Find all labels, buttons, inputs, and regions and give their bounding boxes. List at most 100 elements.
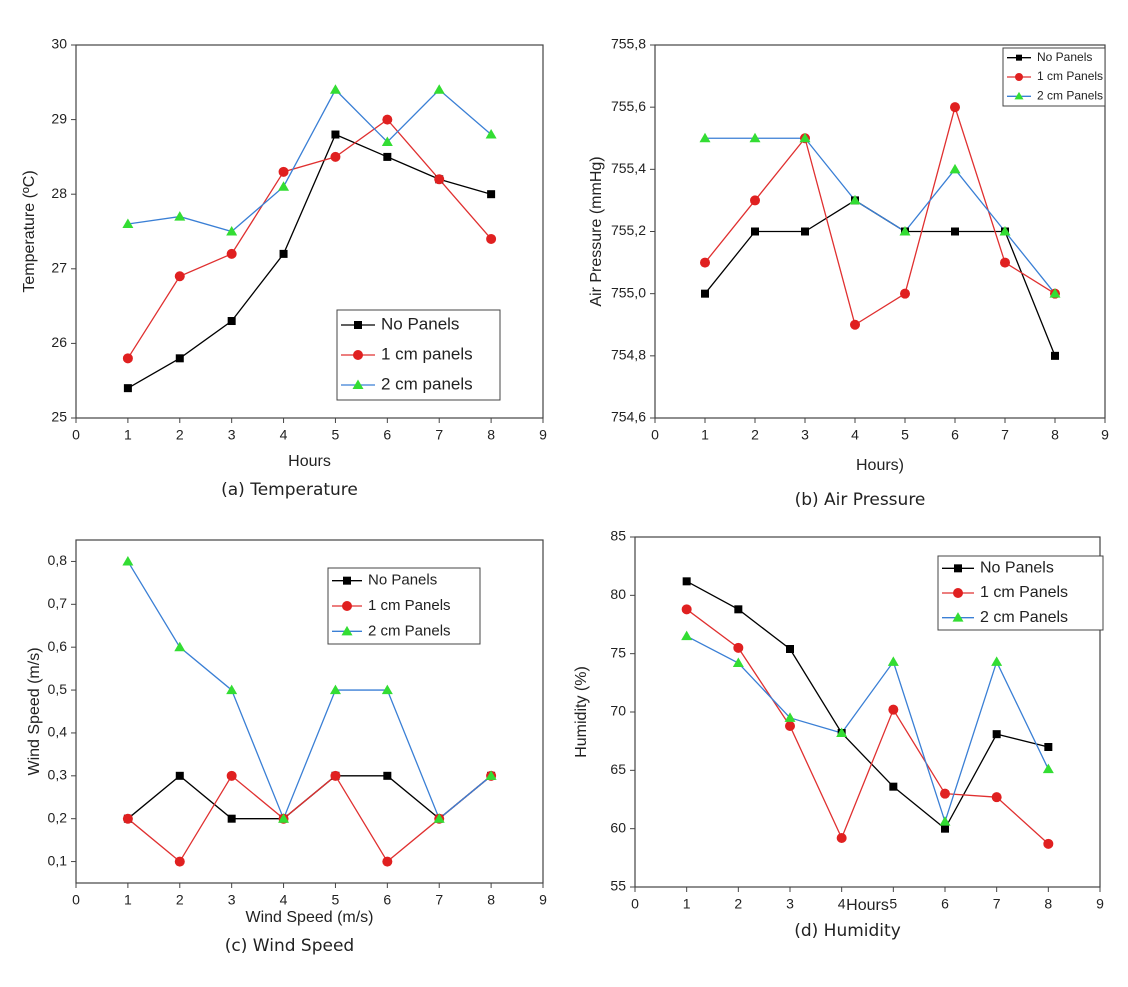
y-tick-label: 29 xyxy=(51,110,67,126)
legend-label: 2 cm Panels xyxy=(368,622,451,639)
marker xyxy=(175,771,184,780)
x-tick-label: 1 xyxy=(683,896,691,912)
marker xyxy=(1016,54,1022,61)
marker xyxy=(279,249,288,258)
x-axis-title: Hours xyxy=(846,897,889,914)
x-tick-label: 9 xyxy=(1096,896,1104,912)
marker xyxy=(734,605,743,614)
marker xyxy=(383,152,392,161)
x-tick-label: 2 xyxy=(176,892,184,908)
plot-frame xyxy=(75,539,544,884)
marker xyxy=(801,227,809,236)
y-tick-label: 0,6 xyxy=(48,638,68,654)
marker xyxy=(849,194,861,205)
x-tick-label: 7 xyxy=(1001,427,1009,443)
x-tick-label: 8 xyxy=(487,427,495,443)
x-axis-title: Wind Speed (m/s) xyxy=(245,909,373,926)
marker xyxy=(799,132,811,143)
x-tick-label: 9 xyxy=(539,427,547,443)
legend-label: 1 cm panels xyxy=(381,344,473,363)
marker xyxy=(899,226,911,236)
chart-panel: 0 1 2 3 4 5 6 7 8 9 754,6 754,8 755,0 755,2 755,4 755,6… xyxy=(588,36,1109,510)
marker xyxy=(354,321,362,329)
marker xyxy=(699,132,711,143)
y-tick-label: 755,2 xyxy=(611,222,646,238)
marker xyxy=(836,833,847,843)
marker xyxy=(329,684,341,695)
caption: (d) Humidity xyxy=(794,921,901,941)
marker xyxy=(900,288,910,299)
series-line xyxy=(705,137,1056,295)
series-line xyxy=(127,133,492,389)
series-line xyxy=(686,635,1049,824)
x-tick-label: 9 xyxy=(539,892,547,908)
marker xyxy=(850,319,860,330)
marker xyxy=(227,317,236,326)
marker xyxy=(226,248,237,259)
marker xyxy=(278,166,289,177)
marker xyxy=(226,226,238,236)
legend-label: 2 cm panels xyxy=(381,374,473,393)
x-tick-label: 4 xyxy=(280,427,288,443)
x-tick-label: 6 xyxy=(951,427,959,443)
x-tick-label: 9 xyxy=(1101,427,1109,443)
marker xyxy=(278,181,290,191)
y-axis-title: Wind Speed (m/s) xyxy=(26,647,43,775)
marker xyxy=(1014,91,1024,100)
marker xyxy=(700,257,710,268)
legend-label: No Panels xyxy=(980,560,1054,577)
marker xyxy=(750,195,760,206)
series-line xyxy=(127,561,492,821)
y-tick-label: 755,0 xyxy=(611,284,646,300)
series-line xyxy=(686,580,1049,830)
x-tick-label: 1 xyxy=(124,892,132,908)
y-tick-label: 0,5 xyxy=(48,681,68,697)
marker xyxy=(952,612,964,622)
marker xyxy=(1044,743,1053,751)
marker xyxy=(701,289,709,298)
series-line xyxy=(686,608,1049,845)
legend-label: 1 cm Panels xyxy=(368,597,451,614)
marker xyxy=(749,132,761,143)
x-tick-label: 3 xyxy=(786,896,794,912)
y-tick-label: 26 xyxy=(51,334,67,350)
y-tick-label: 70 xyxy=(610,703,626,719)
marker xyxy=(122,218,134,229)
marker xyxy=(785,721,795,731)
x-axis-title: Hours xyxy=(288,453,331,470)
marker xyxy=(485,770,497,780)
y-tick-label: 85 xyxy=(610,528,626,544)
x-tick-label: 3 xyxy=(228,427,236,443)
chart-panel: 0 1 2 3 4 5 6 7 8 9 25 26 27 28 29 30 Hours Temperature (… xyxy=(21,36,547,500)
x-tick-label: 5 xyxy=(901,427,909,443)
legend-label: 2 cm Panels xyxy=(980,609,1068,626)
x-tick-label: 5 xyxy=(889,896,897,912)
x-tick-label: 3 xyxy=(228,892,236,908)
marker xyxy=(381,136,393,146)
y-tick-label: 755,6 xyxy=(611,98,646,114)
marker xyxy=(953,588,963,598)
marker xyxy=(227,814,236,823)
x-tick-label: 5 xyxy=(332,892,340,908)
marker xyxy=(329,84,341,94)
x-tick-label: 6 xyxy=(383,892,391,908)
marker xyxy=(992,730,1001,739)
y-axis-title: Humidity (%) xyxy=(573,666,590,758)
caption: (b) Air Pressure xyxy=(795,490,926,510)
marker xyxy=(383,771,392,780)
marker xyxy=(433,813,445,823)
x-tick-label: 4 xyxy=(280,892,288,908)
marker xyxy=(330,770,341,781)
marker xyxy=(433,84,445,94)
y-tick-label: 754,6 xyxy=(611,409,646,425)
x-tick-label: 5 xyxy=(332,427,340,443)
y-tick-label: 30 xyxy=(51,36,67,52)
x-tick-label: 4 xyxy=(851,427,859,443)
legend-label: No Panels xyxy=(368,572,437,589)
series-line xyxy=(127,118,492,359)
legend-label: 1 cm Panels xyxy=(1037,69,1103,83)
marker xyxy=(341,625,353,636)
marker xyxy=(353,350,363,360)
marker xyxy=(487,190,496,199)
